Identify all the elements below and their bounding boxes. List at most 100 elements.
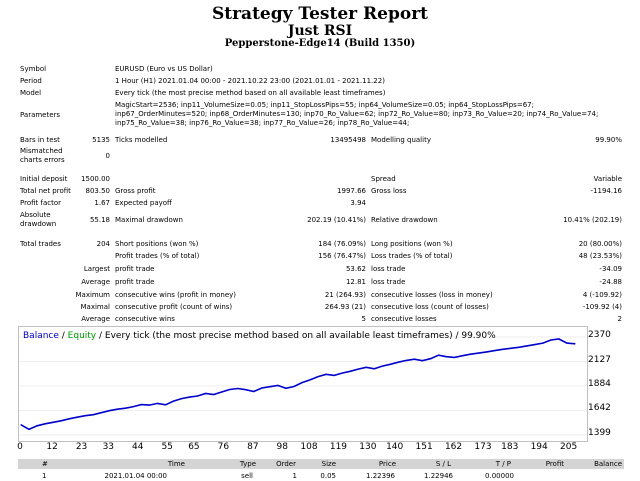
- y-tick-label: 1642: [588, 403, 611, 414]
- data-point: [156, 402, 159, 404]
- total-trades-value: 204: [96, 240, 110, 248]
- maximal-consecutive-profit-value: 264.93 (21): [324, 303, 366, 311]
- col-balance: Balance: [594, 460, 622, 468]
- legend-separator-2: /: [96, 331, 105, 341]
- y-tick-label: 2370: [588, 330, 611, 340]
- mismatched-value: 0: [105, 152, 110, 160]
- col-sl: S / L: [435, 460, 451, 468]
- data-point: [317, 376, 319, 378]
- maximal-drawdown-value: 202.19 (10.41%): [307, 216, 366, 224]
- data-point: [124, 407, 126, 409]
- trades-table-header: # Time Type Order Size Price S / L T / P…: [18, 459, 624, 469]
- data-point: [76, 416, 78, 418]
- data-point: [164, 404, 167, 406]
- data-point: [502, 348, 504, 350]
- row-number: 1: [42, 472, 47, 480]
- col-price: Price: [378, 460, 396, 468]
- avg-consecutive-losses-label: consecutive losses: [371, 315, 437, 323]
- series-line-balance: [20, 338, 576, 431]
- maximal-drawdown-label: Maximal drawdown: [115, 216, 183, 224]
- symbol-label: Symbol: [20, 65, 47, 73]
- gross-profit-label: Gross profit: [115, 187, 156, 195]
- model-label: Model: [20, 89, 42, 97]
- loss-trades-label: Loss trades (% of total): [371, 252, 453, 260]
- data-point: [92, 414, 94, 416]
- largest-loss-label: loss trade: [371, 265, 406, 273]
- data-point: [221, 391, 223, 393]
- data-point: [269, 386, 271, 388]
- data-point: [132, 406, 134, 408]
- x-tick-label: 119: [329, 442, 348, 452]
- x-tick-label: 65: [188, 442, 200, 452]
- data-point: [453, 356, 456, 358]
- data-point: [349, 370, 351, 372]
- largest-loss-value: -34.09: [599, 265, 622, 273]
- x-tick-label: 151: [415, 442, 433, 452]
- initial-deposit-value: 1500.00: [81, 175, 110, 183]
- x-tick-label: 44: [132, 442, 144, 452]
- spread-label: Spread: [371, 175, 396, 183]
- ticks-value: 13495498: [330, 136, 366, 144]
- largest-label: Largest: [83, 265, 110, 273]
- server-build: Pepperstone-Edge14 (Build 1350): [224, 38, 416, 49]
- data-point: [293, 385, 295, 388]
- short-positions-value: 184 (76.09%): [318, 240, 366, 248]
- profit-trades-label: Profit trades (% of total): [115, 252, 200, 260]
- data-point: [429, 358, 432, 360]
- y-tick-label: 2127: [588, 354, 611, 365]
- chart-plot-area: Balance / Equity / Every tick (the most …: [18, 326, 588, 442]
- long-positions-label: Long positions (won %): [371, 240, 453, 248]
- data-point: [213, 393, 215, 396]
- data-point: [470, 353, 472, 355]
- loss-trades-value: 48 (23.53%): [578, 252, 622, 260]
- data-point: [277, 384, 279, 386]
- data-point: [389, 363, 391, 365]
- data-point: [365, 366, 367, 368]
- x-tick-label: 87: [247, 442, 259, 452]
- col-tp: T / P: [495, 460, 511, 468]
- average-profit-value: 12.81: [345, 278, 366, 286]
- total-net-profit-value: 803.50: [85, 187, 111, 195]
- data-point: [172, 400, 175, 402]
- col-number: #: [42, 460, 48, 468]
- data-point: [462, 355, 464, 357]
- data-point: [566, 342, 568, 344]
- report-title: Strategy Tester Report: [211, 4, 429, 24]
- maximal-label: Maximal: [80, 303, 110, 311]
- maximal-consecutive-loss-label: consecutive loss (count of losses): [371, 303, 489, 311]
- row-tp: 0.00000: [485, 472, 514, 480]
- avg-consecutive-wins-label: consecutive wins: [115, 315, 175, 323]
- short-positions-label: Short positions (won %): [115, 240, 199, 248]
- data-point: [148, 404, 151, 406]
- relative-drawdown-value: 10.41% (202.19): [563, 216, 622, 224]
- maximum-label: Maximum: [75, 291, 111, 299]
- maximal-consecutive-profit-label: consecutive profit (count of wins): [115, 303, 233, 311]
- balance-chart: Balance / Equity / Every tick (the most …: [17, 326, 638, 458]
- col-size: Size: [321, 460, 336, 468]
- period-value: 1 Hour (H1) 2021.01.04 00:00 - 2021.10.2…: [115, 77, 385, 85]
- row-size: 0.05: [320, 472, 336, 480]
- x-tick-label: 0: [17, 442, 23, 452]
- expected-payoff-value: 3.94: [350, 199, 366, 207]
- parameters-line-3: inp75_Ro_Value=38; inp76_Ro_Value=38; in…: [115, 119, 410, 127]
- data-point: [558, 338, 560, 340]
- data-point: [116, 408, 118, 410]
- data-point: [261, 387, 263, 389]
- x-tick-label: 12: [46, 442, 58, 452]
- profit-factor-label: Profit factor: [20, 199, 61, 207]
- data-point: [405, 359, 407, 361]
- x-tick-label: 23: [75, 442, 88, 452]
- x-tick-label: 130: [359, 442, 377, 452]
- col-order: Order: [276, 460, 296, 468]
- data-point: [550, 339, 552, 341]
- data-point: [245, 389, 247, 391]
- absolute-drawdown-label-1: Absolute: [20, 211, 51, 219]
- mismatched-label-1: Mismatched: [20, 147, 63, 155]
- data-point: [437, 354, 440, 356]
- data-point: [510, 347, 512, 349]
- row-sl: 1.22946: [424, 472, 453, 480]
- data-point: [494, 350, 496, 352]
- data-point: [100, 412, 102, 414]
- data-point: [518, 346, 520, 348]
- gross-loss-label: Gross loss: [371, 187, 407, 195]
